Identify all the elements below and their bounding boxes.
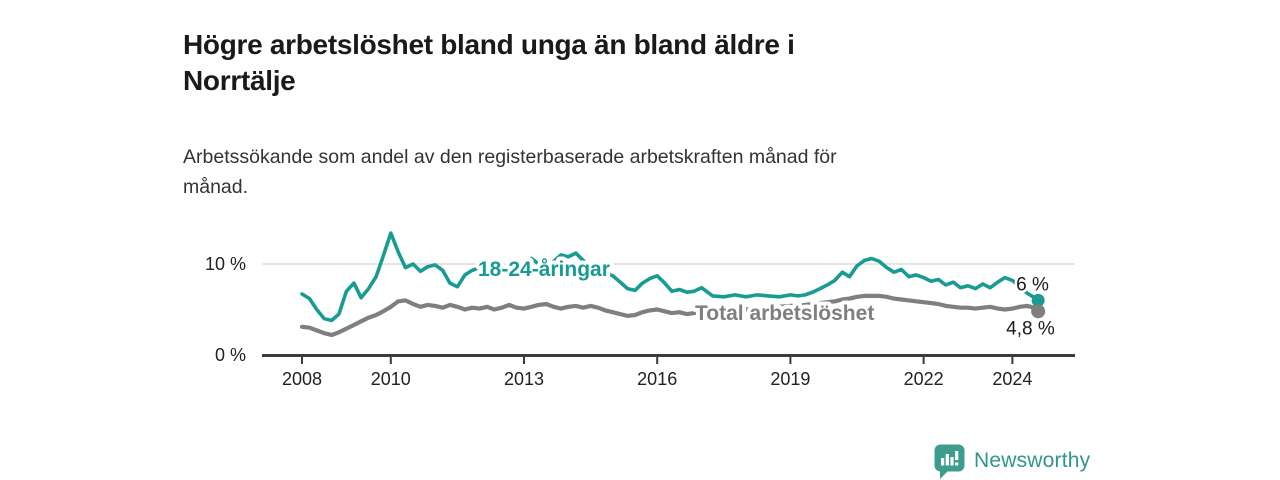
- x-tick-label: 2010: [371, 369, 411, 389]
- end-value-total: 4,8 %: [1006, 318, 1055, 339]
- series-label-total: Total arbetslöshet: [695, 302, 874, 325]
- page-title: Högre arbetslöshet bland unga än bland ä…: [183, 27, 795, 99]
- x-tick-label: 2019: [770, 369, 810, 389]
- chart-subtitle: Arbetssökande som andel av den registerb…: [183, 142, 837, 202]
- end-dot-young: [1031, 293, 1045, 307]
- chart-subtitle-line2: månad.: [183, 175, 249, 198]
- x-axis-ticks: 2008 2010 2013 2016 2019 2022 2024: [282, 356, 1032, 389]
- page-title-line1: Högre arbetslöshet bland unga än bland ä…: [183, 28, 795, 60]
- y-tick-label-10: 10 %: [205, 254, 246, 274]
- x-tick-label: 2016: [637, 369, 677, 389]
- series-label-young: 18-24-åringar: [478, 258, 610, 281]
- x-tick-label: 2013: [504, 369, 544, 389]
- page-title-line2: Norrtälje: [183, 64, 296, 96]
- newsworthy-logo: Newsworthy: [933, 443, 1090, 479]
- series-line-total: [299, 293, 1041, 338]
- x-tick-label: 2024: [992, 369, 1032, 389]
- end-value-young: 6 %: [1016, 274, 1049, 295]
- chart-subtitle-line1: Arbetssökande som andel av den registerb…: [183, 145, 837, 168]
- x-tick-label: 2022: [904, 369, 944, 389]
- x-tick-label: 2008: [282, 369, 322, 389]
- y-tick-label-0: 0 %: [215, 345, 246, 365]
- end-dot-total: [1031, 304, 1046, 319]
- newsworthy-wordmark: Newsworthy: [974, 449, 1091, 472]
- newsworthy-icon: [934, 444, 965, 479]
- series-line-young: [300, 231, 1040, 323]
